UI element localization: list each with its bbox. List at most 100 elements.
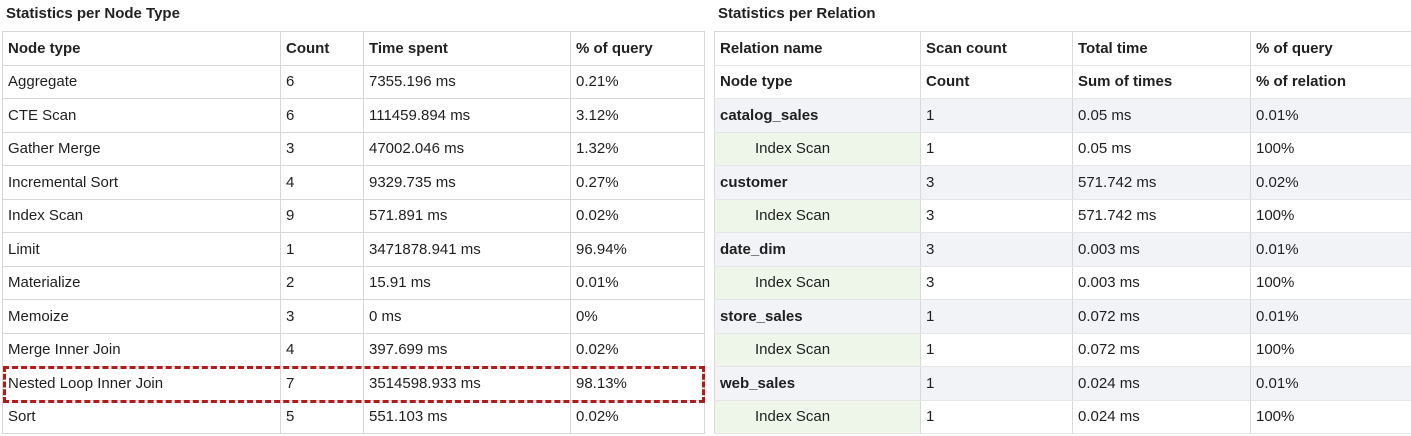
count-cell: 5 [280,399,364,434]
total-time-cell: 0.024 ms [1072,366,1251,401]
count-cell: 7 [280,366,364,401]
time-spent-cell: 47002.046 ms [363,131,571,166]
node-stats-row[interactable]: CTE Scan 6 111459.894 ms 3.12% [2,98,705,133]
node-type-cell: Gather Merge [2,131,281,166]
header-time-spent[interactable]: Time spent [363,31,571,66]
scan-count-cell: 1 [920,98,1073,133]
relation-node-row[interactable]: Index Scan 1 0.05 ms 100% [714,132,1411,166]
node-stats-row[interactable]: Incremental Sort 4 9329.735 ms 0.27% [2,165,705,200]
sub-count-cell: 1 [920,333,1073,367]
time-spent-cell: 551.103 ms [363,399,571,434]
node-stats-row[interactable]: Merge Inner Join 4 397.699 ms 0.02% [2,332,705,367]
node-stats-row[interactable]: Materialize 2 15.91 ms 0.01% [2,265,705,300]
pct-relation-cell: 100% [1250,266,1411,300]
pct-query-cell: 0.02% [1250,165,1411,200]
relation-name-cell: catalog_sales [714,98,921,133]
relation-node-row[interactable]: Index Scan 1 0.072 ms 100% [714,333,1411,367]
node-stats-row[interactable]: Aggregate 6 7355.196 ms 0.21% [2,64,705,99]
node-stats-row[interactable]: Sort 5 551.103 ms 0.02% [2,399,705,434]
sub-time-cell: 0.05 ms [1072,132,1251,166]
sub-time-cell: 571.742 ms [1072,199,1251,233]
subheader-node-type[interactable]: Node type [714,65,921,99]
relation-node-row[interactable]: Index Scan 1 0.024 ms 100% [714,400,1411,434]
sub-count-cell: 3 [920,266,1073,300]
count-cell: 4 [280,332,364,367]
subheader-pct-relation[interactable]: % of relation [1250,65,1411,99]
relation-node-row[interactable]: Index Scan 3 0.003 ms 100% [714,266,1411,300]
subheader-sum-of-times[interactable]: Sum of times [1072,65,1251,99]
scan-count-cell: 3 [920,232,1073,267]
header-node-type[interactable]: Node type [2,31,281,66]
time-spent-cell: 3471878.941 ms [363,232,571,267]
pct-relation-cell: 100% [1250,400,1411,434]
pct-query-cell: 0.02% [570,399,705,434]
node-stats-row[interactable]: Gather Merge 3 47002.046 ms 1.32% [2,131,705,166]
pct-query-cell: 0.02% [570,332,705,367]
relation-row[interactable]: web_sales 1 0.024 ms 0.01% [714,366,1411,401]
relation-row[interactable]: catalog_sales 1 0.05 ms 0.01% [714,98,1411,133]
relation-row[interactable]: customer 3 571.742 ms 0.02% [714,165,1411,200]
relation-name-cell: web_sales [714,366,921,401]
header-pct-query[interactable]: % of query [1250,31,1411,66]
relation-stats-title: Statistics per Relation [718,5,876,22]
node-stats-header-row: Node type Count Time spent % of query [2,31,705,66]
sub-count-cell: 3 [920,199,1073,233]
sub-count-cell: 1 [920,132,1073,166]
count-cell: 9 [280,198,364,233]
pct-query-cell: 0.01% [1250,366,1411,401]
node-stats-row[interactable]: Memoize 3 0 ms 0% [2,299,705,334]
pct-query-cell: 0.01% [1250,299,1411,334]
relation-node-row[interactable]: Index Scan 3 571.742 ms 100% [714,199,1411,233]
pct-query-cell: 0% [570,299,705,334]
node-stats-row[interactable]: Index Scan 9 571.891 ms 0.02% [2,198,705,233]
count-cell: 3 [280,131,364,166]
sub-node-type-cell: Index Scan [714,266,921,300]
pct-relation-cell: 100% [1250,132,1411,166]
time-spent-cell: 397.699 ms [363,332,571,367]
time-spent-cell: 571.891 ms [363,198,571,233]
sub-time-cell: 0.003 ms [1072,266,1251,300]
header-count[interactable]: Count [280,31,364,66]
node-type-cell: Memoize [2,299,281,334]
node-stats-row[interactable]: Limit 1 3471878.941 ms 96.94% [2,232,705,267]
node-type-cell: Materialize [2,265,281,300]
relation-name-cell: date_dim [714,232,921,267]
time-spent-cell: 111459.894 ms [363,98,571,133]
scan-count-cell: 1 [920,366,1073,401]
node-stats-title: Statistics per Node Type [6,5,180,22]
relation-stats-table: Relation name Scan count Total time % of… [714,31,1411,434]
relation-row[interactable]: date_dim 3 0.003 ms 0.01% [714,232,1411,267]
pct-query-cell: 0.01% [570,265,705,300]
count-cell: 6 [280,64,364,99]
header-scan-count[interactable]: Scan count [920,31,1073,66]
node-type-cell: Incremental Sort [2,165,281,200]
total-time-cell: 0.003 ms [1072,232,1251,267]
pct-query-cell: 96.94% [570,232,705,267]
sub-node-type-cell: Index Scan [714,199,921,233]
total-time-cell: 571.742 ms [1072,165,1251,200]
count-cell: 4 [280,165,364,200]
time-spent-cell: 15.91 ms [363,265,571,300]
pct-query-cell: 0.27% [570,165,705,200]
relation-name-cell: customer [714,165,921,200]
relation-name-cell: store_sales [714,299,921,334]
pct-query-cell: 1.32% [570,131,705,166]
total-time-cell: 0.072 ms [1072,299,1251,334]
node-stats-row[interactable]: Nested Loop Inner Join 7 3514598.933 ms 98.… [2,366,705,401]
subheader-count[interactable]: Count [920,65,1073,99]
pct-query-cell: 0.02% [570,198,705,233]
relation-row[interactable]: store_sales 1 0.072 ms 0.01% [714,299,1411,334]
node-type-cell: Merge Inner Join [2,332,281,367]
header-pct-query[interactable]: % of query [570,31,705,66]
sub-node-type-cell: Index Scan [714,333,921,367]
node-stats-table: Node type Count Time spent % of query Ag… [2,31,705,434]
pct-query-cell: 0.21% [570,64,705,99]
time-spent-cell: 3514598.933 ms [363,366,571,401]
header-total-time[interactable]: Total time [1072,31,1251,66]
time-spent-cell: 0 ms [363,299,571,334]
header-relation-name[interactable]: Relation name [714,31,921,66]
sub-node-type-cell: Index Scan [714,400,921,434]
sub-time-cell: 0.072 ms [1072,333,1251,367]
scan-count-cell: 3 [920,165,1073,200]
node-type-cell: Aggregate [2,64,281,99]
